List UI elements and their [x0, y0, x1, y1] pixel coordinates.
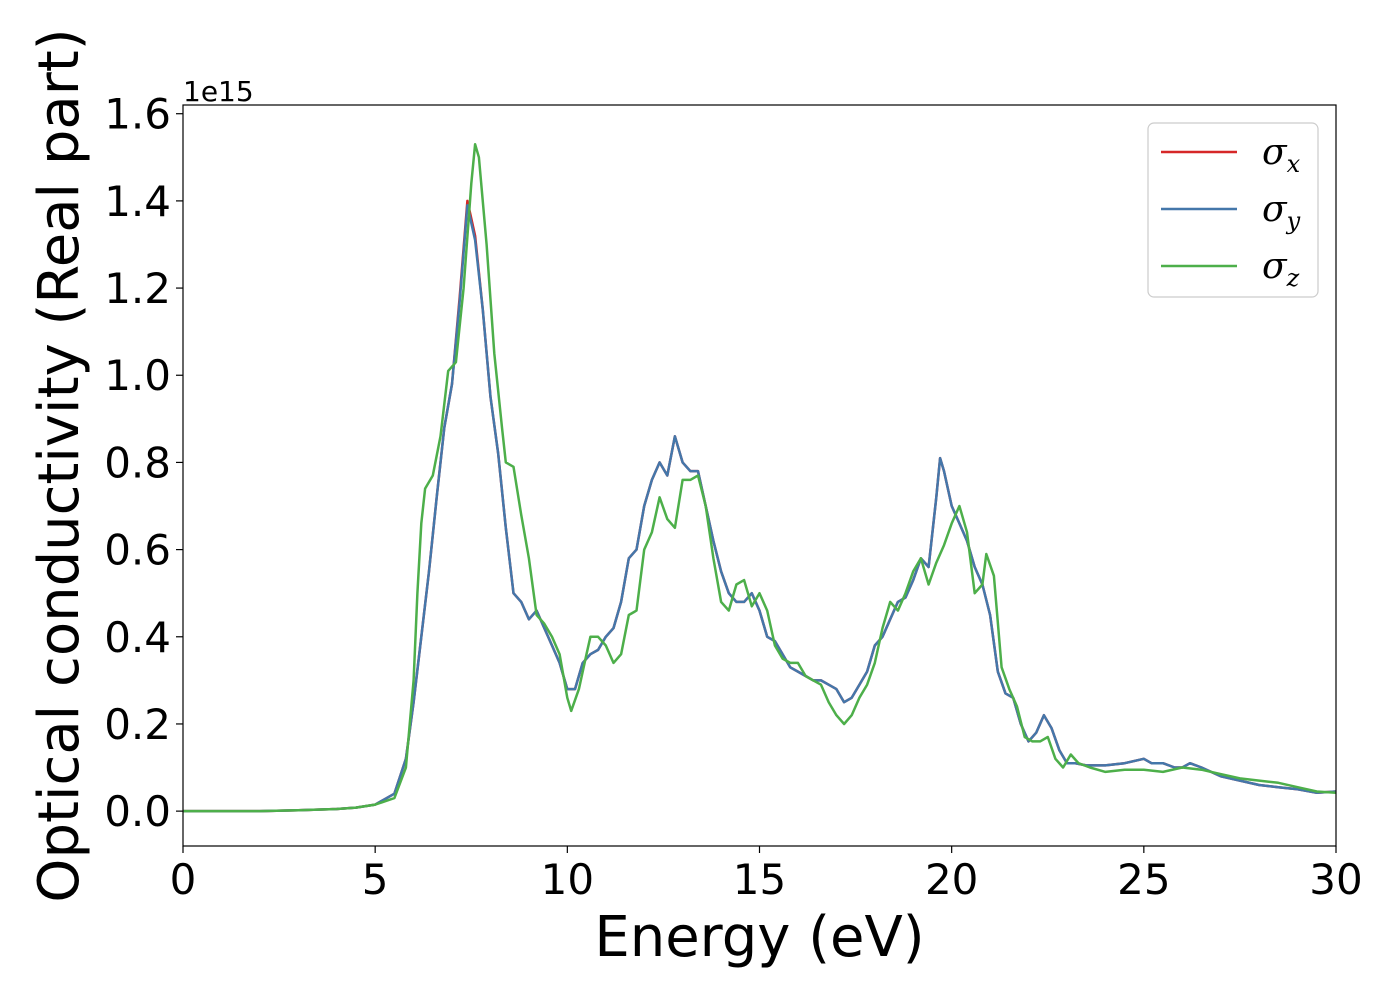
legend-label-z: σz: [1262, 246, 1300, 292]
y-axis-offset-label: 1e15: [183, 75, 254, 108]
x-tick-label: 15: [733, 855, 786, 904]
series-layer: [183, 142, 1337, 813]
y-tick-label: 0.0: [104, 787, 171, 836]
y-tick-label: 0.2: [104, 700, 171, 749]
x-axis-ticks: 0 5 10 15 20 25 30: [170, 846, 1363, 904]
y-tick-label: 0.8: [104, 438, 171, 487]
x-tick-label: 25: [1117, 855, 1170, 904]
x-tick-label: 30: [1309, 855, 1362, 904]
x-axis-title: Energy (eV): [594, 905, 924, 970]
y-tick-label: 1.2: [104, 264, 171, 313]
x-tick-label: 0: [170, 855, 197, 904]
legend-label-y: σy: [1262, 189, 1301, 235]
y-axis-title: Optical conductivity (Real part): [27, 28, 92, 902]
y-tick-label: 0.4: [104, 613, 171, 662]
y-tick-label: 1.0: [104, 351, 171, 400]
legend: σx σy σz: [1147, 122, 1319, 298]
x-tick-label: 5: [362, 855, 389, 904]
x-tick-label: 20: [925, 855, 978, 904]
x-tick-label: 10: [541, 855, 594, 904]
y-tick-label: 1.4: [104, 177, 171, 226]
y-tick-label: 0.6: [104, 526, 171, 575]
series-line-y: [183, 204, 1337, 813]
y-axis-ticks: 0.0 0.2 0.4 0.6 0.8 1.0 1.2 1.4 1.6: [104, 90, 183, 836]
series-line-z: [183, 142, 1337, 813]
y-tick-label: 1.6: [104, 90, 171, 139]
legend-label-x: σx: [1262, 132, 1301, 178]
